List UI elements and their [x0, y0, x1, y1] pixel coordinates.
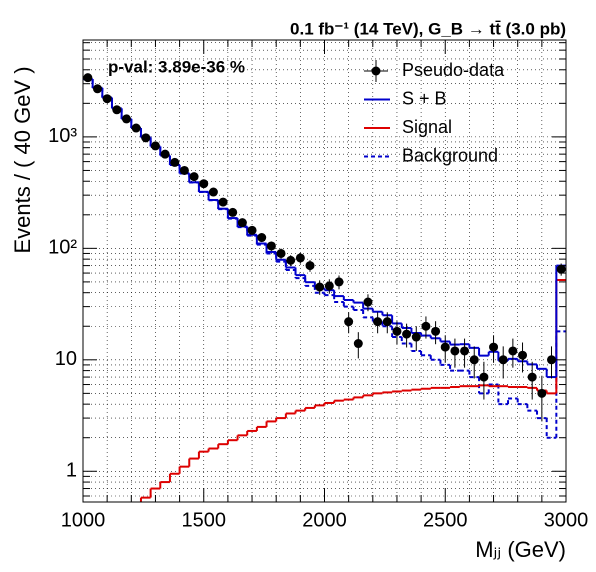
data-point [344, 317, 354, 327]
data-point [489, 342, 499, 352]
x-axis-label: Mⱼⱼ (GeV) [475, 537, 566, 562]
legend-label: Pseudo-data [402, 60, 505, 80]
data-point [508, 346, 518, 356]
data-point [247, 225, 257, 235]
legend-marker [371, 66, 381, 76]
data-point [218, 197, 228, 207]
legend-label: S + B [402, 88, 447, 108]
y-tick-label: 10 [55, 348, 77, 370]
legend-label: Background [402, 145, 498, 165]
data-point [199, 179, 209, 189]
data-point [498, 355, 508, 365]
data-point [131, 123, 141, 133]
data-point [150, 141, 160, 151]
data-point [208, 187, 218, 197]
x-tick-label: 1000 [61, 509, 106, 531]
legend-label: Signal [402, 117, 452, 137]
x-tick-label: 1500 [182, 509, 227, 531]
data-point [440, 342, 450, 352]
data-point [547, 355, 557, 365]
annotation: p-val: 3.89e-36 % [108, 57, 245, 76]
y-tick-label: 10² [48, 237, 77, 259]
plot-area [83, 73, 566, 502]
data-point [382, 317, 392, 327]
data-point [411, 332, 421, 342]
data-point [257, 233, 267, 243]
data-point [527, 372, 537, 382]
data-point [479, 372, 489, 382]
data-point [469, 355, 479, 365]
data-point [392, 326, 402, 336]
data-point [353, 339, 363, 349]
data-point [363, 297, 373, 307]
y-tick-label: 10³ [48, 125, 77, 147]
data-point [112, 105, 122, 115]
data-point [431, 326, 441, 336]
data-point [179, 165, 189, 175]
axes: 1000 1500 2000 2500 3000 1 10 10² 10³ [48, 40, 588, 531]
data-point [286, 255, 296, 265]
data-point [324, 281, 334, 291]
data-point [402, 329, 412, 339]
data-point [160, 149, 170, 159]
data-point [102, 94, 112, 104]
data-point [121, 114, 131, 124]
data-point [556, 264, 566, 274]
data-point [170, 157, 180, 167]
data-point [266, 241, 276, 251]
data-point [460, 346, 470, 356]
data-point [450, 346, 460, 356]
data-point [518, 350, 528, 360]
data-point [334, 277, 344, 287]
data-point [237, 218, 247, 228]
data-point [537, 388, 547, 398]
data-point [276, 248, 286, 258]
data-point [315, 282, 325, 292]
data-point [83, 73, 93, 83]
data-point [189, 172, 199, 182]
legend: Pseudo-data S + B Signal Background [364, 60, 505, 165]
x-tick-label: 2500 [423, 509, 468, 531]
y-axis-label: Events / ( 40 GeV ) [10, 66, 35, 253]
data-point [92, 84, 102, 94]
x-tick-label: 2000 [302, 509, 347, 531]
grid [82, 40, 567, 502]
data-point [228, 207, 238, 217]
y-tick-label: 1 [66, 460, 77, 482]
data-point [305, 261, 315, 271]
data-point [373, 317, 383, 327]
data-point [295, 253, 305, 263]
data-point [421, 321, 431, 331]
chart-title: 0.1 fb⁻¹ (14 TeV), G_B → tt̄ (3.0 pb) [290, 19, 566, 38]
data-point [141, 133, 151, 143]
x-tick-label: 3000 [544, 509, 589, 531]
